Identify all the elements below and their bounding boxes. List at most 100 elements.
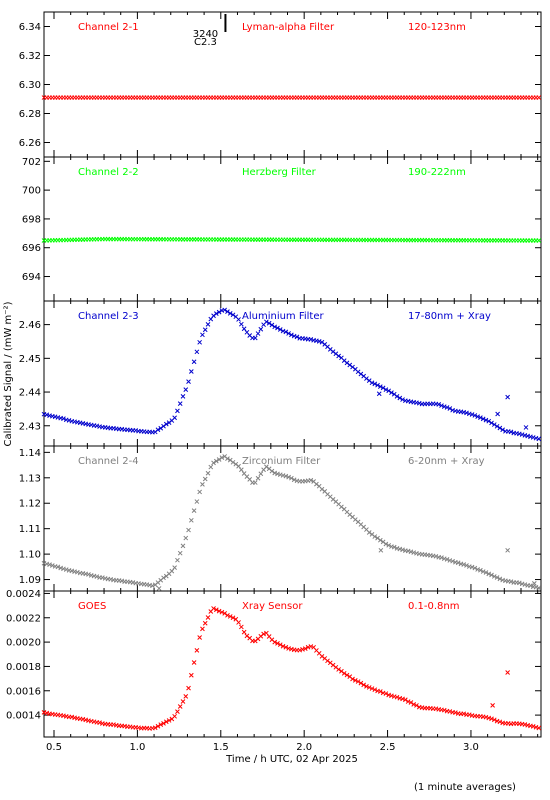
data-point <box>372 534 378 539</box>
data-point <box>291 477 297 483</box>
outlier-point <box>505 547 510 553</box>
data-point <box>222 307 228 313</box>
data-point <box>169 568 175 574</box>
data-point <box>444 405 450 410</box>
data-point <box>347 362 353 368</box>
data-point <box>478 567 483 573</box>
y-tick-label: 1.12 <box>19 499 41 510</box>
data-point <box>186 685 191 691</box>
data-point <box>486 418 492 424</box>
data-point <box>163 421 169 427</box>
x-tick-label: 2.5 <box>380 742 396 753</box>
data-point <box>383 387 389 392</box>
data-point <box>491 717 497 723</box>
data-point <box>86 572 91 577</box>
y-tick-label: 1.14 <box>19 448 41 459</box>
panel-channel-label: Channel 2-1 <box>78 22 139 33</box>
data-point <box>528 583 533 588</box>
data-point <box>161 575 166 581</box>
data-point <box>191 508 197 513</box>
y-tick-label: 700 <box>22 186 41 197</box>
data-point <box>372 687 378 693</box>
data-point <box>208 464 214 470</box>
data-point <box>402 697 408 703</box>
data-point <box>383 691 389 696</box>
data-point <box>408 700 414 705</box>
data-point <box>386 542 392 548</box>
data-point <box>536 238 542 243</box>
data-point <box>377 384 383 389</box>
data-point <box>444 557 450 562</box>
data-point <box>375 382 380 388</box>
data-point <box>172 415 177 421</box>
data-point <box>177 401 183 406</box>
data-point <box>172 713 177 719</box>
data-point <box>264 319 269 325</box>
data-point <box>319 654 325 659</box>
data-point <box>433 553 439 559</box>
data-point <box>394 694 400 700</box>
data-point <box>44 412 50 418</box>
data-point <box>469 564 475 570</box>
data-point <box>536 725 542 731</box>
series-5 <box>41 606 542 731</box>
data-point <box>200 626 205 632</box>
data-point <box>75 569 80 575</box>
data-point <box>389 693 394 699</box>
data-point <box>177 704 183 709</box>
data-point <box>355 679 361 684</box>
data-point <box>63 567 69 572</box>
data-point <box>255 475 261 481</box>
panel-channel-label: Channel 2-3 <box>78 311 139 322</box>
panel-1: 6.26 6.28 6.30 6.32 6.34 Channel 2-1 Lyman-alp… <box>19 11 542 158</box>
data-point <box>183 693 189 699</box>
data-point <box>364 376 369 381</box>
x-tick-label: 0.5 <box>46 742 62 753</box>
data-point <box>197 635 203 640</box>
data-point <box>400 696 405 702</box>
data-point <box>439 403 444 408</box>
outlier-point <box>376 391 382 397</box>
data-point <box>286 331 291 336</box>
data-point <box>180 394 186 399</box>
data-point <box>227 614 233 619</box>
y-tick-label: 1.09 <box>19 575 41 586</box>
data-point <box>202 620 208 626</box>
data-point <box>352 678 358 683</box>
data-point <box>200 332 205 338</box>
outlier-point <box>378 547 384 553</box>
panel-filter-label: Xray Sensor <box>242 601 303 612</box>
data-point <box>239 321 244 327</box>
data-point <box>155 427 161 433</box>
outlier-point <box>495 411 500 417</box>
data-point <box>275 641 280 646</box>
y-tick-label: 6.32 <box>19 51 41 62</box>
data-point <box>158 722 164 727</box>
data-point <box>480 569 486 574</box>
data-point <box>472 565 478 571</box>
data-point <box>211 460 216 466</box>
data-point <box>491 574 497 579</box>
y-tick-label: 702 <box>22 157 41 168</box>
outlier-point <box>156 586 162 591</box>
y-tick-label: 698 <box>22 214 41 225</box>
data-point <box>366 685 372 690</box>
data-point <box>49 563 55 568</box>
data-point <box>405 699 411 704</box>
data-point <box>383 541 389 547</box>
data-point <box>341 671 347 676</box>
data-point <box>275 325 280 331</box>
panel-2: 694 696 698 700 702 Channel 2-2 Herzberg Filte… <box>22 156 542 302</box>
flare-region-label: 3240 <box>193 29 218 40</box>
y-tick-label: 0.0018 <box>6 662 41 673</box>
data-point <box>186 379 191 384</box>
panel-channel-label: Channel 2-2 <box>78 167 139 178</box>
data-point <box>264 464 269 470</box>
data-point <box>175 709 180 714</box>
panel-5: 0.0014 0.0016 0.0018 0.0020 0.0022 0.0024 GOES… <box>6 589 542 738</box>
data-point <box>483 714 489 720</box>
data-point <box>175 408 180 414</box>
panel-band-label: 120-123nm <box>408 22 466 33</box>
y-tick-label: 6.30 <box>19 80 41 91</box>
series-1 <box>41 95 542 100</box>
